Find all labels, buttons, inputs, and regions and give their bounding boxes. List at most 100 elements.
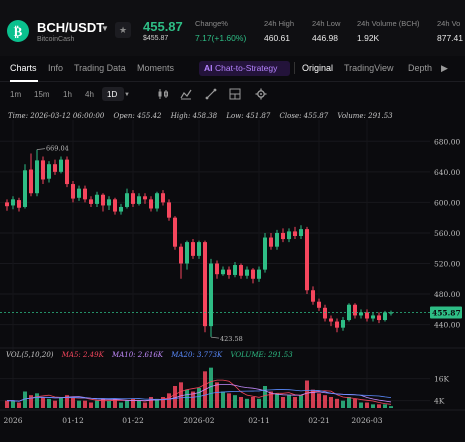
price-tick-label: 560.00 bbox=[434, 229, 460, 238]
candle-body bbox=[35, 160, 39, 194]
volume-bar bbox=[287, 395, 291, 408]
price-tick-label: 440.00 bbox=[434, 321, 460, 330]
candle-body bbox=[29, 169, 33, 194]
candle-type-icon[interactable] bbox=[157, 88, 169, 100]
candle-body bbox=[371, 315, 375, 319]
tab-original[interactable]: Original bbox=[302, 63, 334, 73]
volume-bar bbox=[227, 393, 231, 408]
volume-bar bbox=[233, 395, 237, 408]
stat-low-value: 446.98 bbox=[312, 33, 338, 43]
candle-body bbox=[299, 229, 303, 236]
volume-legend: VOL(5,10,20) MA5: 2.49K MA10: 2.616K MA2… bbox=[6, 351, 299, 359]
candle-body bbox=[173, 217, 177, 247]
chart-tabs: Charts Info Trading Data Moments Origina… bbox=[0, 56, 465, 82]
chevron-down-icon[interactable]: ▼ bbox=[101, 24, 109, 33]
candle-body bbox=[113, 199, 117, 212]
candle-body bbox=[65, 159, 69, 185]
last-price-usd: $455.87 bbox=[143, 35, 169, 42]
price-tick-label: 680.00 bbox=[434, 137, 460, 146]
volume-bar bbox=[41, 397, 45, 408]
volume-bar bbox=[131, 398, 135, 408]
candle-body bbox=[389, 312, 393, 314]
tab-tradingview[interactable]: TradingView bbox=[344, 63, 394, 73]
volume-bar bbox=[119, 402, 123, 408]
candle-body bbox=[305, 229, 309, 291]
tab-info[interactable]: Info bbox=[48, 63, 64, 73]
volume-bar bbox=[11, 400, 15, 408]
ohlc-readout: Time: 2026-03-12 06:00:00 Open: 455.42 H… bbox=[8, 112, 400, 120]
volume-bar bbox=[47, 398, 51, 408]
candle-body bbox=[251, 269, 255, 279]
stat-volume-base-value: 1.92K bbox=[357, 33, 380, 43]
volume-bar bbox=[209, 367, 213, 408]
timeframe-active-bg bbox=[102, 87, 124, 101]
candle-body bbox=[209, 263, 213, 327]
star-icon[interactable]: ★ bbox=[115, 22, 131, 38]
volume-bar bbox=[185, 389, 189, 408]
candle-body bbox=[281, 232, 285, 240]
candle-body bbox=[191, 242, 195, 256]
indicator-icon[interactable] bbox=[180, 88, 192, 100]
volume-bar bbox=[113, 398, 117, 408]
candle-body bbox=[185, 242, 189, 264]
candle-body bbox=[269, 237, 273, 247]
volume-bar bbox=[311, 389, 315, 408]
timeframe-1m[interactable]: 1m bbox=[10, 90, 22, 99]
volume-bar bbox=[95, 400, 99, 408]
candle-body bbox=[71, 184, 75, 199]
timeframe-dropdown-icon[interactable]: ▼ bbox=[124, 92, 130, 98]
volume-bar bbox=[281, 397, 285, 408]
tab-moments[interactable]: Moments bbox=[137, 63, 175, 73]
candlestick-chart[interactable]: 680.00 640.00 600.00 560.00 520.00 480.00 440.… bbox=[0, 108, 465, 442]
volume-bar bbox=[5, 400, 9, 408]
candle-body bbox=[119, 206, 123, 212]
ohlc-high: High: 458.38 bbox=[170, 112, 218, 120]
coin-full-name: BitcoinCash bbox=[37, 36, 75, 43]
tab-depth[interactable]: Depth bbox=[408, 63, 433, 73]
svg-text:₿: ₿ bbox=[14, 25, 23, 40]
volume-bar bbox=[389, 406, 393, 408]
volume-bar bbox=[221, 391, 225, 408]
max-price-pointer bbox=[36, 148, 46, 151]
volume-bar bbox=[23, 391, 27, 408]
volume-bar bbox=[53, 400, 57, 408]
volume-bar bbox=[125, 400, 129, 408]
volume-tick-label: 16K bbox=[434, 375, 450, 384]
candle-body bbox=[323, 307, 327, 319]
time-axis-label: 02-21 bbox=[308, 416, 330, 425]
candle-body bbox=[353, 304, 357, 316]
pair-name[interactable]: BCH/USDT bbox=[37, 20, 105, 35]
stat-high-label: 24h High bbox=[264, 19, 295, 28]
timeframe-1d[interactable]: 1D bbox=[107, 90, 118, 99]
chat-to-strategy-button[interactable] bbox=[199, 61, 290, 76]
chart-layout-icon[interactable] bbox=[229, 88, 241, 100]
timeframe-15m[interactable]: 15m bbox=[34, 90, 50, 99]
timeframe-4h[interactable]: 4h bbox=[85, 90, 94, 99]
volume-bar bbox=[251, 397, 255, 408]
volume-bar bbox=[335, 398, 339, 408]
candle-body bbox=[125, 193, 129, 207]
drawing-icon[interactable] bbox=[205, 88, 217, 100]
candle-body bbox=[275, 232, 279, 247]
more-icon[interactable]: ▶ bbox=[441, 63, 448, 73]
candle-body bbox=[335, 321, 339, 328]
candle-body bbox=[155, 193, 159, 209]
current-price-tag bbox=[430, 306, 462, 319]
candle-body bbox=[245, 269, 249, 276]
candle-body bbox=[341, 320, 345, 328]
timeframe-1h[interactable]: 1h bbox=[63, 90, 72, 99]
stat-low: 24h Low 446.98 bbox=[312, 19, 340, 43]
volume-bar bbox=[257, 398, 261, 408]
volume-bar bbox=[353, 398, 357, 408]
volume-legend-title[interactable]: VOL(5,10,20) bbox=[6, 351, 54, 359]
tab-charts[interactable]: Charts bbox=[10, 63, 37, 73]
volume-bar bbox=[161, 397, 165, 408]
settings-icon[interactable] bbox=[255, 88, 267, 100]
candle-body bbox=[77, 188, 81, 198]
volume-bar bbox=[347, 397, 351, 408]
time-axis-label: 01-12 bbox=[62, 416, 84, 425]
volume-bar bbox=[35, 393, 39, 408]
volume-bar bbox=[71, 397, 75, 408]
tab-trading-data[interactable]: Trading Data bbox=[74, 63, 126, 73]
candle-body bbox=[137, 196, 141, 204]
